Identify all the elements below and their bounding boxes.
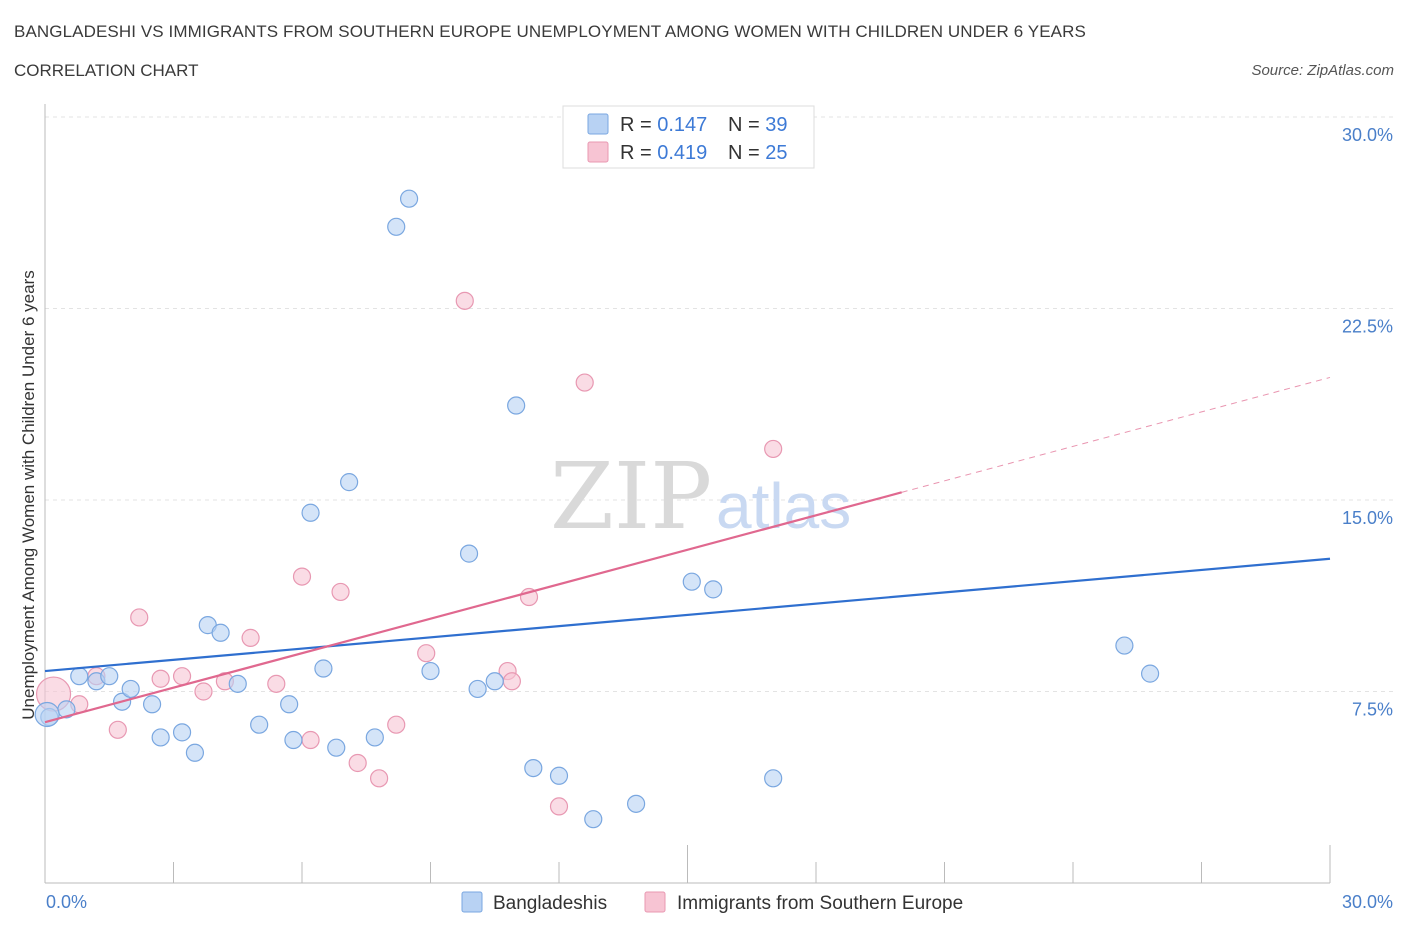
trend-line-southern-europe bbox=[44, 491, 902, 724]
point-southern-europe bbox=[455, 291, 474, 310]
x-tick-labels: 0.0% 30.0% bbox=[46, 892, 1393, 912]
legend-swatch-bangladeshis bbox=[461, 891, 483, 913]
point-bangladeshis bbox=[1140, 664, 1160, 683]
legend-r-value: 0.147 bbox=[657, 114, 707, 136]
point-bangladeshis bbox=[34, 701, 60, 728]
watermark-atlas: atlas bbox=[716, 470, 851, 542]
gridlines bbox=[45, 116, 1395, 692]
point-southern-europe bbox=[370, 769, 389, 788]
legend-row-2-n: N = 25 bbox=[728, 142, 788, 164]
x-tick-label: 30.0% bbox=[1342, 892, 1393, 912]
point-bangladeshis bbox=[626, 794, 646, 813]
correlation-legend: R = 0.147 N = 39 R = 0.419 N = 25 bbox=[562, 105, 815, 169]
trend-line-bangladeshis bbox=[44, 557, 1331, 673]
legend-r-label: R = bbox=[620, 142, 657, 164]
point-southern-europe bbox=[301, 730, 320, 750]
legend-swatch-blue bbox=[587, 113, 609, 135]
point-bangladeshis bbox=[301, 503, 320, 522]
legend-r-value: 0.419 bbox=[657, 142, 707, 164]
y-tick-label: 15.0% bbox=[1342, 508, 1393, 528]
point-bangladeshis bbox=[764, 769, 783, 788]
y-tick-label: 30.0% bbox=[1342, 125, 1393, 145]
point-southern-europe bbox=[348, 753, 367, 773]
point-bangladeshis bbox=[121, 679, 140, 699]
point-bangladeshis bbox=[284, 730, 303, 750]
point-bangladeshis bbox=[524, 758, 543, 778]
chart-title: BANGLADESHI VS IMMIGRANTS FROM SOUTHERN … bbox=[14, 22, 1086, 41]
point-southern-europe bbox=[575, 373, 594, 392]
point-bangladeshis bbox=[250, 715, 269, 734]
point-bangladeshis bbox=[468, 679, 487, 699]
point-southern-europe bbox=[130, 608, 149, 627]
point-southern-europe bbox=[267, 674, 286, 693]
point-bangladeshis bbox=[172, 723, 192, 742]
legend-swatch-southern-europe bbox=[644, 891, 666, 913]
legend-n-value: 25 bbox=[765, 142, 787, 164]
axes bbox=[44, 104, 1331, 884]
legend-n-value: 39 bbox=[765, 114, 787, 136]
y-tick-label: 22.5% bbox=[1342, 317, 1393, 337]
y-tick-labels: 7.5% 15.0% 22.5% 30.0% bbox=[1342, 125, 1393, 720]
point-southern-europe bbox=[549, 797, 569, 816]
point-bangladeshis bbox=[340, 473, 359, 492]
point-bangladeshis bbox=[314, 659, 333, 678]
point-bangladeshis bbox=[421, 661, 440, 681]
point-southern-europe bbox=[764, 439, 783, 459]
legend-n-label: N = bbox=[728, 142, 765, 164]
legend-label-southern-europe: Immigrants from Southern Europe bbox=[677, 893, 963, 914]
point-bangladeshis bbox=[228, 674, 247, 693]
point-bangladeshis bbox=[365, 728, 384, 747]
point-bangladeshis bbox=[185, 743, 205, 762]
point-southern-europe bbox=[502, 672, 521, 691]
point-bangladeshis bbox=[327, 738, 346, 757]
legend-label-bangladeshis: Bangladeshis bbox=[493, 893, 607, 914]
point-bangladeshis bbox=[151, 728, 170, 747]
point-southern-europe bbox=[194, 682, 213, 701]
point-southern-europe bbox=[387, 715, 406, 734]
point-bangladeshis bbox=[387, 217, 406, 236]
legend-n-label: N = bbox=[728, 114, 765, 136]
point-bangladeshis bbox=[100, 667, 119, 686]
point-bangladeshis bbox=[142, 695, 162, 714]
point-bangladeshis bbox=[399, 189, 419, 208]
point-bangladeshis bbox=[1115, 636, 1134, 655]
point-southern-europe bbox=[151, 669, 170, 688]
point-bangladeshis bbox=[704, 580, 723, 599]
y-tick-label: 7.5% bbox=[1352, 700, 1393, 720]
y-axis-label: Unemployment Among Women with Children U… bbox=[19, 270, 38, 719]
legend-row-2: R = 0.419 bbox=[620, 142, 707, 164]
point-bangladeshis bbox=[682, 572, 701, 591]
trend-extension-southern-europe bbox=[901, 376, 1331, 493]
legend-row-1: R = 0.147 bbox=[620, 114, 707, 136]
point-southern-europe bbox=[108, 720, 127, 739]
point-bangladeshis bbox=[584, 810, 603, 829]
point-bangladeshis bbox=[549, 766, 569, 785]
legend-r-label: R = bbox=[620, 114, 657, 136]
legend-row-1-n: N = 39 bbox=[728, 114, 788, 136]
point-southern-europe bbox=[241, 628, 260, 647]
point-bangladeshis bbox=[280, 695, 299, 714]
chart-subtitle: CORRELATION CHART bbox=[14, 61, 199, 80]
point-southern-europe bbox=[292, 567, 312, 586]
watermark-zip: ZIP bbox=[550, 443, 712, 550]
legend-swatch-pink bbox=[587, 141, 609, 163]
point-southern-europe bbox=[172, 667, 192, 686]
watermark: ZIP atlas bbox=[550, 443, 851, 550]
point-bangladeshis bbox=[507, 396, 526, 415]
data-points bbox=[34, 189, 1160, 829]
point-southern-europe bbox=[331, 582, 350, 602]
trend-lines bbox=[44, 376, 1331, 724]
point-bangladeshis bbox=[70, 667, 89, 686]
point-southern-europe bbox=[417, 644, 436, 663]
series-legend: Bangladeshis Immigrants from Southern Eu… bbox=[461, 891, 963, 914]
x-tick-label: 0.0% bbox=[46, 892, 87, 912]
source-credit: Source: ZipAtlas.com bbox=[1251, 62, 1394, 79]
point-bangladeshis bbox=[211, 623, 230, 642]
point-bangladeshis bbox=[485, 672, 504, 691]
point-bangladeshis bbox=[459, 544, 479, 563]
